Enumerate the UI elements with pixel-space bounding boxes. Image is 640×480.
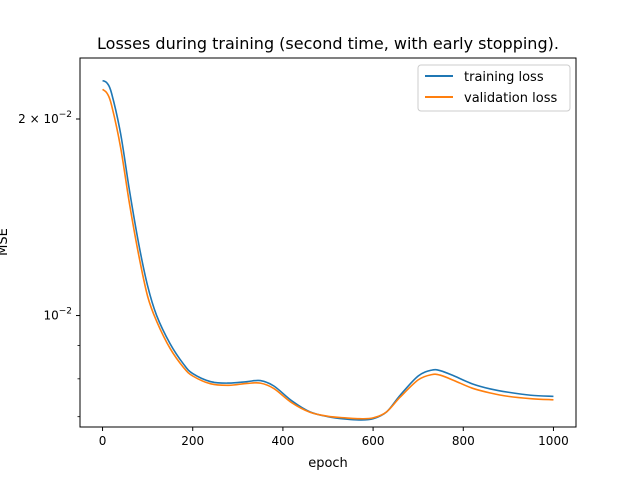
y-tick-label: 2 × 10−2 [18,110,72,126]
legend: training loss validation loss [417,64,571,112]
x-tick-label: 600 [362,434,385,448]
series-line-training-loss [102,79,554,421]
series-line-validation-loss [102,88,554,420]
y-tick-label: 10−2 [43,307,72,323]
legend-label-validation: validation loss [464,91,557,106]
x-tick-label: 400 [271,434,294,448]
x-tick-label: 0 [99,434,107,448]
chart-title: Losses during training (second time, wit… [97,34,559,53]
axes-frame [79,57,577,428]
x-tick-label: 800 [452,434,475,448]
x-tick-label: 1000 [538,434,569,448]
legend-box [417,64,571,112]
y-axis: 10−2 2 × 10−2 [18,110,80,418]
y-axis-label: MSE [0,228,11,256]
x-axis: 0 200 400 600 800 1000 [99,427,569,448]
legend-label-training: training loss [464,70,544,85]
x-tick-label: 200 [181,434,204,448]
x-axis-label: epoch [308,456,348,471]
plot-area [102,79,554,421]
